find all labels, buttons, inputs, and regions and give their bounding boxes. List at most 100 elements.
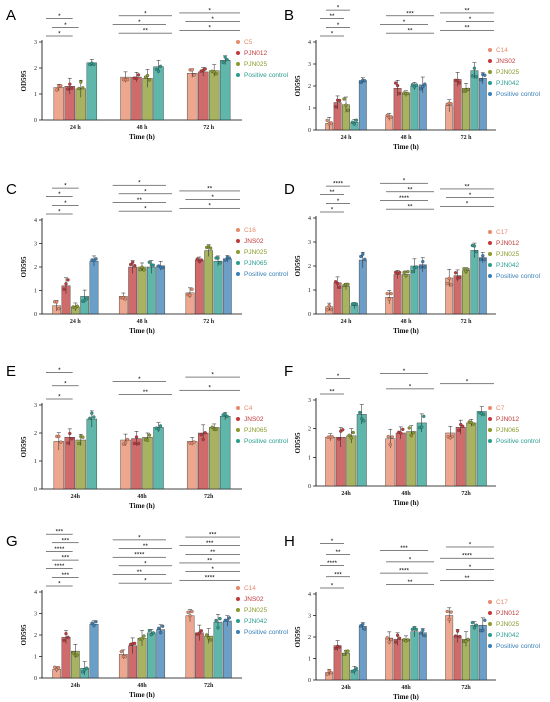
x-tick-label: 24 h (70, 125, 82, 131)
data-point (147, 78, 152, 82)
bar (204, 250, 214, 315)
legend-label: PJN025 (496, 251, 520, 258)
data-point (81, 435, 85, 439)
significance-stars: * (466, 378, 469, 385)
data-point (404, 273, 408, 278)
legend-marker (236, 40, 240, 44)
data-point (55, 300, 59, 304)
data-point (151, 263, 155, 267)
data-point (57, 434, 61, 439)
significance-stars: * (469, 16, 472, 23)
x-tick-label: 72h (461, 491, 471, 497)
data-point (85, 666, 89, 670)
bar (416, 422, 427, 487)
bar (402, 638, 410, 681)
data-point (85, 297, 89, 301)
y-tick-label: 2 (34, 431, 37, 437)
significance-stars: **** (54, 546, 65, 553)
data-point (145, 73, 150, 78)
data-point (457, 634, 462, 639)
bar (478, 257, 487, 315)
y-tick-label: 4 (308, 216, 311, 222)
data-point (133, 641, 137, 646)
bar (128, 266, 138, 315)
data-point (223, 55, 227, 59)
data-point (88, 416, 92, 420)
significance-stars: * (58, 31, 61, 38)
significance-stars: ** (143, 28, 149, 35)
legend-marker (236, 73, 240, 77)
significance-stars: * (144, 10, 147, 17)
significance-stars: *** (334, 571, 342, 578)
y-tick-label: 3 (34, 40, 37, 46)
bar (453, 275, 462, 315)
legend-label: Positive control (496, 643, 541, 650)
bar (410, 85, 419, 131)
legend-marker (236, 608, 240, 612)
x-axis-label: Time (h) (129, 133, 155, 141)
panel-label: F (284, 363, 293, 380)
bar (120, 439, 131, 490)
data-point (387, 640, 391, 644)
y-tick-label: 0 (308, 484, 311, 490)
legend-label: C17 (496, 599, 508, 606)
legend-label: PJN042 (496, 262, 520, 269)
data-point (147, 628, 151, 633)
data-point (207, 636, 211, 640)
x-tick-label: 72h (204, 683, 214, 689)
significance-stars: ** (137, 569, 143, 576)
data-point (214, 618, 218, 623)
data-point (346, 282, 350, 287)
bar (131, 438, 142, 490)
panel-label: A (6, 7, 16, 24)
legend-marker (488, 70, 492, 74)
legend-marker (488, 252, 492, 256)
data-point (131, 260, 135, 264)
significance-stars: *** (400, 545, 408, 552)
data-point (464, 269, 468, 274)
legend-marker (488, 81, 492, 85)
significance-stars: * (138, 180, 141, 187)
data-point (214, 427, 218, 432)
x-tick-label: 72 h (461, 135, 473, 141)
legend-marker (488, 622, 492, 626)
legend-marker (488, 611, 492, 615)
data-point (361, 622, 365, 626)
data-point (209, 638, 213, 642)
data-point (457, 275, 462, 280)
significance-stars: * (64, 200, 67, 207)
legend-label: C17 (496, 229, 508, 236)
significance-stars: * (58, 394, 61, 401)
bar (453, 635, 462, 681)
bar (333, 645, 342, 681)
significance-stars: *** (206, 540, 214, 547)
significance-stars: ** (407, 28, 413, 35)
data-point (407, 426, 411, 430)
data-point (94, 620, 98, 624)
x-axis-label: Time (h) (129, 691, 155, 699)
data-point (423, 82, 427, 86)
bar (462, 87, 470, 131)
data-point (423, 633, 427, 638)
significance-stars: **** (54, 563, 65, 570)
data-point (389, 115, 393, 119)
significance-stars: * (469, 541, 472, 548)
bar (89, 260, 99, 315)
legend-label: Positive control (496, 91, 541, 98)
data-point (119, 649, 123, 654)
data-point (412, 85, 417, 89)
bar (358, 259, 367, 315)
data-point (388, 442, 392, 447)
significance-stars: * (337, 22, 340, 29)
data-point (64, 282, 68, 286)
data-point (470, 620, 475, 625)
x-tick-label: 24h (341, 491, 351, 497)
data-point (156, 69, 161, 73)
x-axis-label: Time (h) (129, 327, 155, 335)
panel-label: B (284, 7, 294, 24)
data-point (188, 293, 192, 297)
